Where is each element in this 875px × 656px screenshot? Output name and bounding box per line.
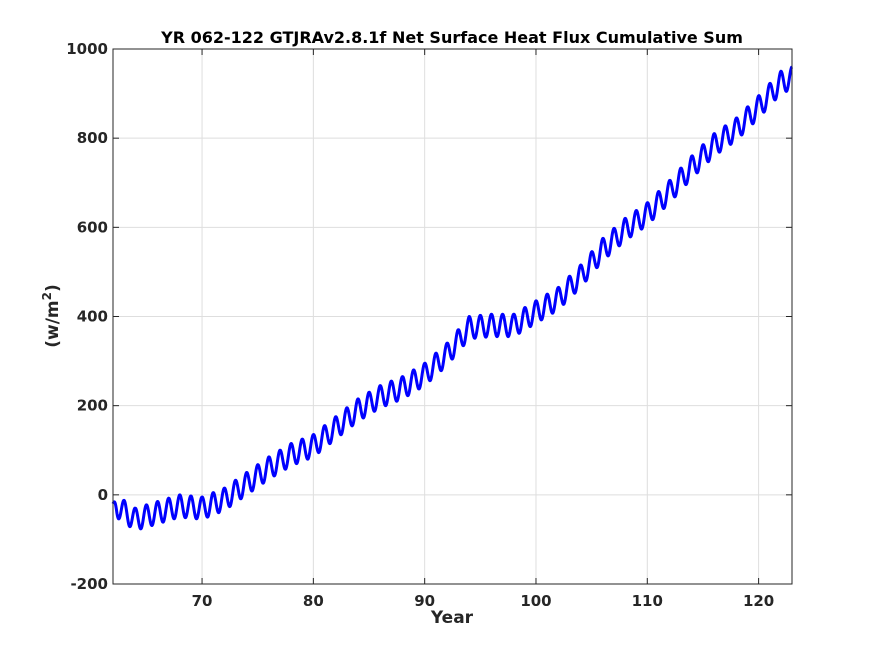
y-tick-label: 400 [77,308,108,326]
x-tick-label: 90 [414,592,435,610]
x-tick-label: 120 [743,592,774,610]
x-tick-label: 80 [303,592,324,610]
y-tick-label: 200 [77,397,108,415]
y-tick-label: 600 [77,218,108,236]
x-tick-label: 100 [520,592,551,610]
series-layer [111,65,794,531]
y-axis-title: (w/m2) [40,284,63,348]
y-axis-title-superscript: 2 [40,292,54,300]
cumulative-sum-line [111,65,794,531]
y-tick-label: -200 [70,575,108,593]
axis-ticks [113,48,792,585]
chart-title: YR 062-122 GTJRAv2.8.1f Net Surface Heat… [160,28,743,47]
y-axis-title-close: ) [43,284,63,292]
x-axis-title: Year [430,608,474,628]
tick-labels: 70 80 90 100 110 120 -200 0 200 400 600 800 1000 [66,40,774,610]
y-axis-title-base: (w/m [43,300,63,347]
x-tick-label: 70 [192,592,213,610]
x-tick-label: 110 [632,592,663,610]
y-tick-label: 0 [98,486,108,504]
y-tick-label: 1000 [66,40,108,58]
y-tick-label: 800 [77,129,108,147]
